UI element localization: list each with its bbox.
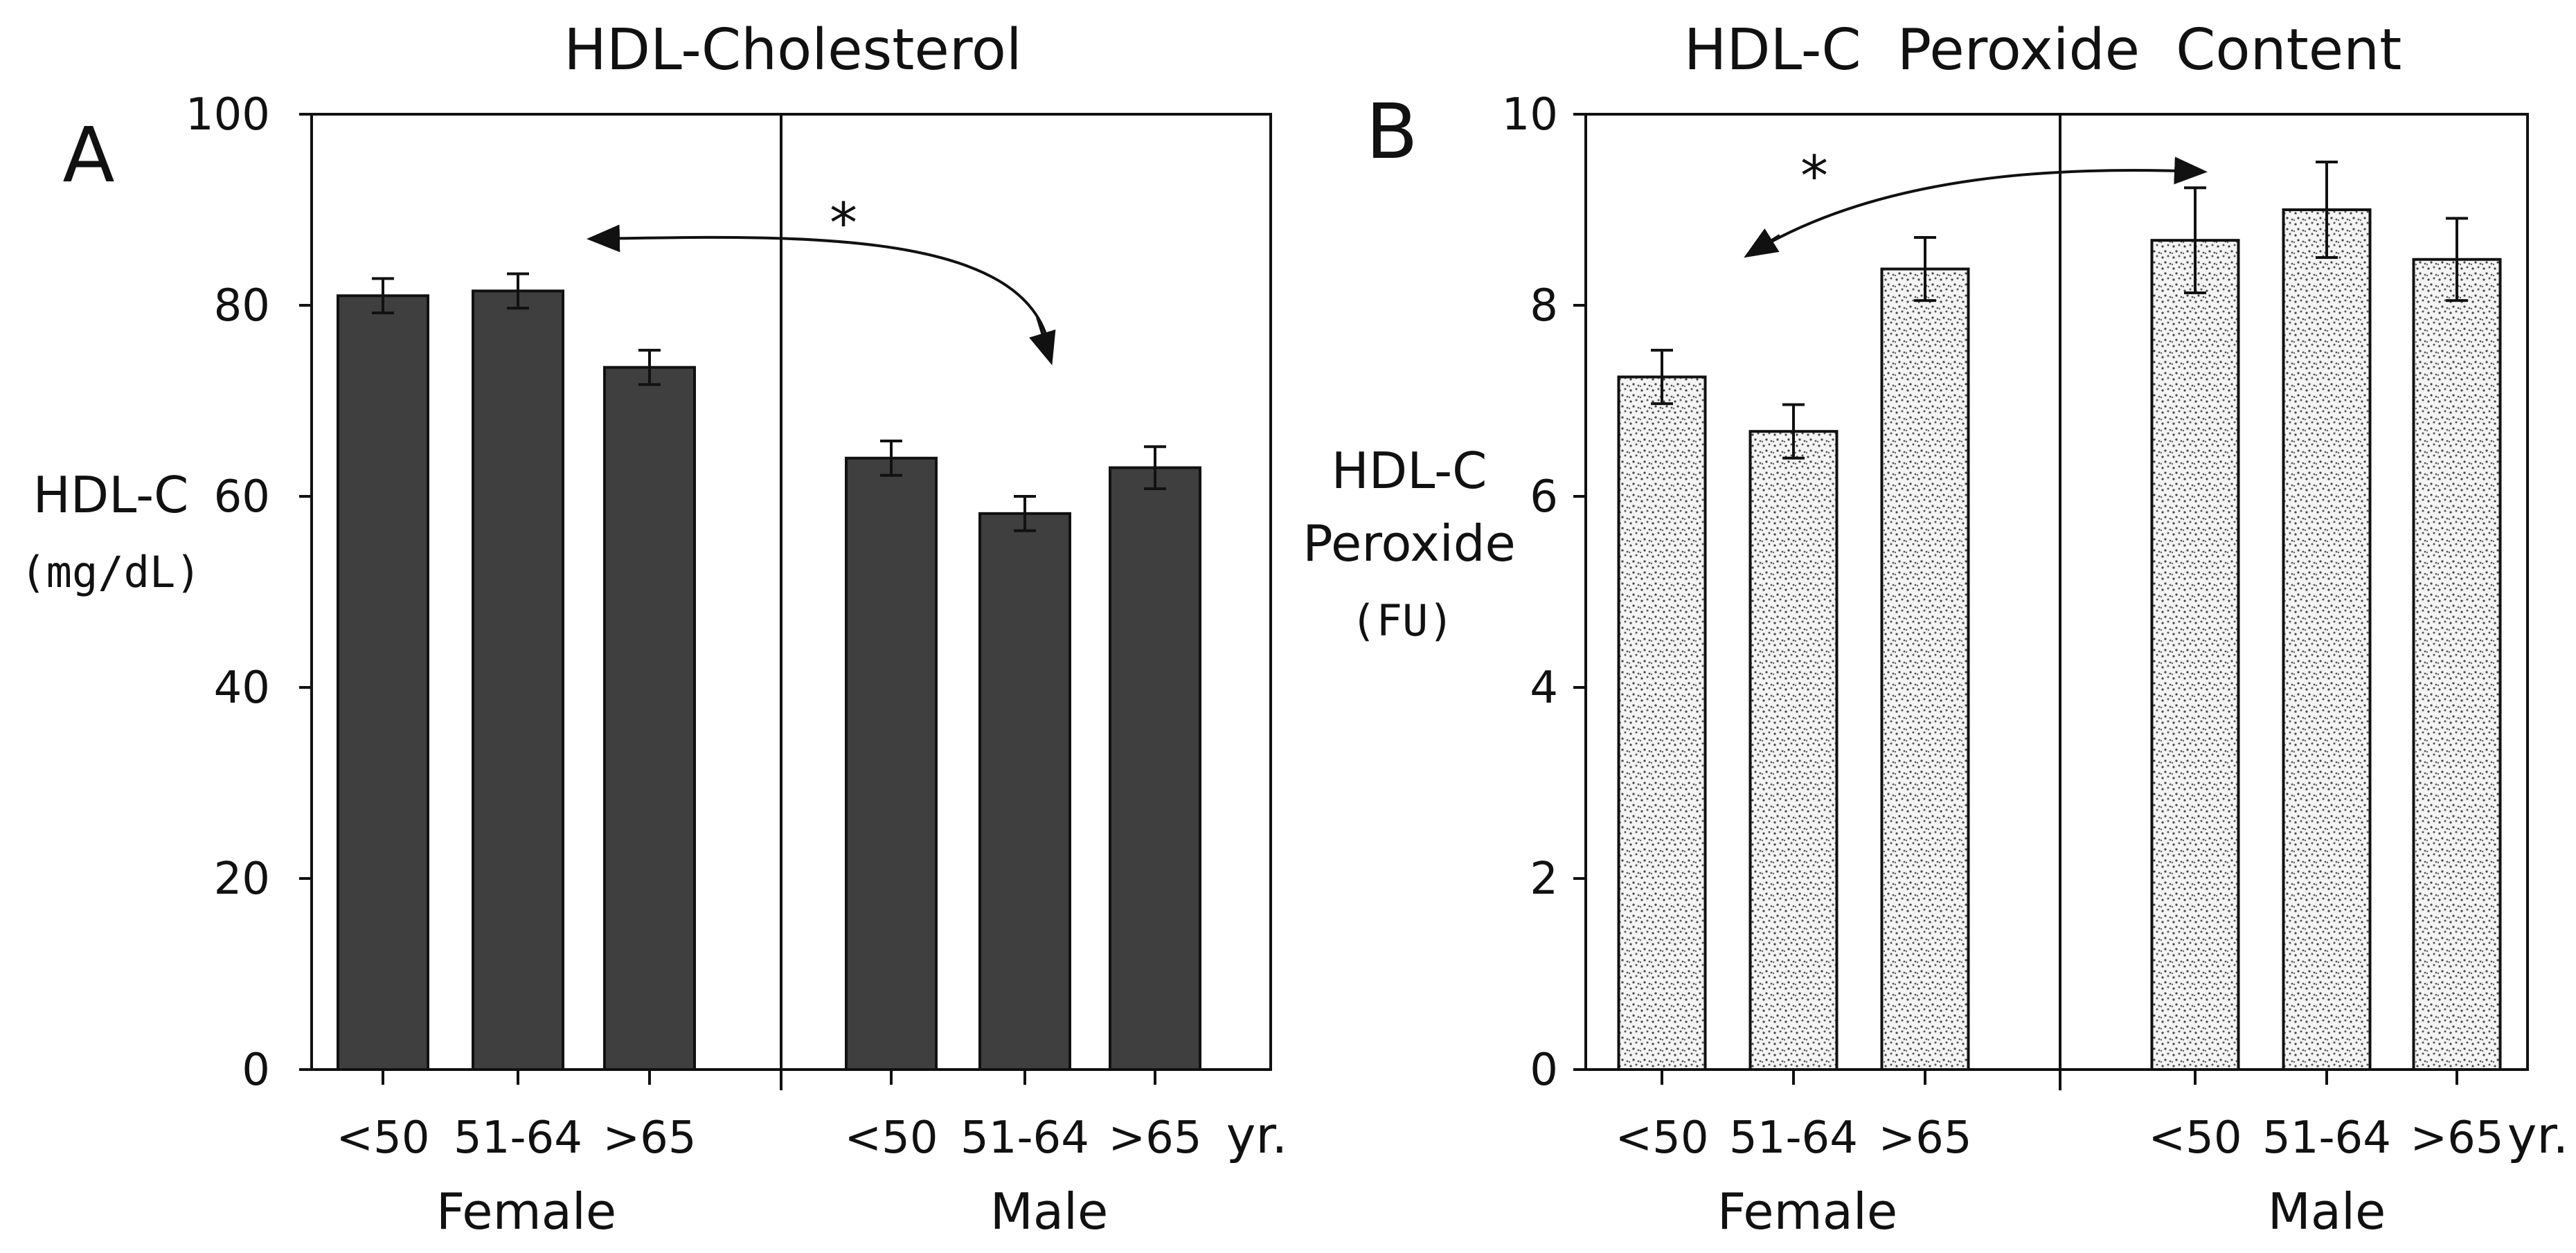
panel-b-error-bar-male-2	[2446, 217, 2468, 303]
panel-b-error-bars	[1651, 161, 2468, 460]
panel-a-error-bar-male-1	[1014, 495, 1036, 532]
panel-a-y-label: HDL-C	[33, 466, 189, 524]
panel-b: HDL-C Peroxide Content B HDL-C Peroxide …	[1303, 17, 2568, 1241]
panel-b-y-tick-label-4: 8	[1530, 280, 1558, 332]
panel-a-bar-female-1	[472, 289, 564, 1071]
panel-a-error-bar-male-0	[880, 439, 902, 477]
panel-b-significance-arrow-tail	[1744, 228, 1781, 258]
panel-a-bars	[337, 289, 1201, 1072]
panel-a-bar-female-0	[337, 294, 429, 1072]
panel-a-y-tick-label-0: 0	[242, 1045, 270, 1096]
panel-a-bar-male-0	[845, 456, 938, 1071]
panel-b-bar-male-2	[2412, 258, 2502, 1071]
panel-b-significance-arrow	[1751, 156, 2208, 254]
panel-b-age-unit: yr.	[2507, 1106, 2569, 1164]
panel-a-y-tick-label-4: 80	[214, 280, 270, 332]
panel-b-x-tick-label-male-0: <50	[2148, 1112, 2242, 1164]
panel-b-error-bar-female-0	[1651, 348, 1673, 406]
panel-b-title: HDL-C Peroxide Content	[1684, 17, 2402, 83]
panel-a-x-tick-label-male-1: 51-64	[960, 1112, 1089, 1164]
panel-b-y-tick-label-5: 10	[1502, 89, 1558, 141]
panel-a-bar-male-1	[978, 512, 1071, 1071]
panel-b-significance-star: *	[1800, 144, 1828, 208]
panel-b-y-label-line2: Peroxide	[1303, 514, 1516, 573]
panel-a-bar-male-2	[1109, 466, 1201, 1071]
panel-b-error-bar-male-1	[2316, 161, 2338, 259]
panel-a-letter: A	[62, 111, 114, 199]
panel-a-y-tick-label-5: 100	[186, 89, 270, 141]
panel-a-error-bar-female-0	[372, 277, 394, 315]
panel-a-x-tick-label-female-0: <50	[336, 1112, 429, 1164]
panel-a-y-tick-label-1: 20	[214, 854, 270, 905]
panel-a-bar-female-2	[603, 366, 696, 1071]
panel-a-plot-frame	[310, 113, 1272, 1071]
panel-b-bar-female-1	[1748, 430, 1839, 1071]
panel-b-y-tick-label-0: 0	[1530, 1045, 1558, 1096]
panel-a-group-label-male: Male	[990, 1182, 1109, 1241]
panel-a-x-tick-label-female-2: >65	[602, 1112, 696, 1164]
panel-b-x-tick-label-female-1: 51-64	[1729, 1112, 1858, 1164]
panel-a-y-tick-label-2: 40	[214, 662, 270, 714]
panel-a-error-bars	[372, 272, 1166, 532]
panel-b-error-bar-female-1	[1782, 403, 1805, 460]
panel-b-bar-female-2	[1880, 267, 1970, 1071]
panel-b-x-tick-labels: <50 51-64 >65 <50 51-64 >65	[1615, 1070, 2504, 1164]
panel-b-x-tick-label-male-1: 51-64	[2262, 1112, 2391, 1164]
panel-b-error-bar-male-0	[2184, 186, 2206, 295]
panel-a-significance-arrow	[587, 224, 1050, 347]
panel-b-x-tick-label-female-0: <50	[1615, 1112, 1708, 1164]
panel-a-x-tick-label-male-0: <50	[844, 1112, 938, 1164]
panel-b-bar-female-0	[1617, 375, 1707, 1071]
panel-b-bar-male-1	[2282, 208, 2372, 1071]
panel-a-y-tick-label-3: 60	[214, 471, 270, 523]
panel-b-x-tick-label-female-2: >65	[1878, 1112, 1971, 1164]
panel-a-x-tick-label-male-2: >65	[1108, 1112, 1201, 1164]
panel-a-error-bar-male-2	[1144, 445, 1166, 490]
panel-a-y-ticks: 0 20 40 60 80 100	[186, 89, 312, 1096]
panel-a-x-tick-label-female-1: 51-64	[454, 1112, 582, 1164]
panel-b-group-label-male: Male	[2268, 1182, 2386, 1241]
panel-b-plot-frame	[1584, 113, 2529, 1071]
panel-a-significance-arrow-tail	[1029, 316, 1056, 366]
panel-a-error-bar-female-2	[638, 348, 661, 386]
panel-b-y-label: HDL-C	[1332, 442, 1487, 500]
panel-a-age-unit: yr.	[1226, 1106, 1288, 1164]
panel-a-group-label-female: Female	[436, 1182, 616, 1241]
panel-a-error-bar-female-1	[507, 272, 529, 310]
panel-b-x-tick-label-male-2: >65	[2410, 1112, 2503, 1164]
panel-a-y-unit: (mg/dL)	[20, 547, 201, 597]
panel-a-x-tick-labels: <50 51-64 >65 <50 51-64 >65	[336, 1070, 1202, 1164]
panel-b-y-ticks: 0 2 4 6 8 10	[1502, 89, 1586, 1096]
panel-a: HDL-Cholesterol A HDL-C (mg/dL) 0 20 40 60 8…	[20, 17, 1287, 1241]
panel-a-title: HDL-Cholesterol	[564, 17, 1021, 83]
panel-b-y-tick-label-3: 6	[1530, 471, 1558, 523]
panel-b-letter: B	[1366, 87, 1417, 176]
panel-a-significance-star: *	[830, 191, 857, 255]
panel-b-y-unit: (FU)	[1350, 595, 1454, 646]
panel-b-group-label-female: Female	[1717, 1182, 1897, 1241]
panel-b-bar-male-0	[2150, 239, 2240, 1071]
panel-b-error-bar-female-2	[1914, 236, 1936, 303]
panel-b-bars	[1617, 208, 2502, 1071]
panel-b-y-tick-label-1: 2	[1530, 854, 1558, 905]
panel-b-y-tick-label-2: 4	[1530, 662, 1558, 714]
